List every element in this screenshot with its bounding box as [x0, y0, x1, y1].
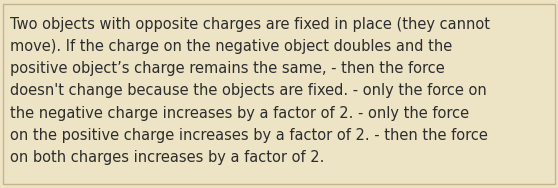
Text: positive object’s charge remains the same, - then the force: positive object’s charge remains the sam… — [10, 61, 445, 76]
Text: move). If the charge on the negative object doubles and the: move). If the charge on the negative obj… — [10, 39, 453, 54]
Text: doesn't change because the objects are fixed. - only the force on: doesn't change because the objects are f… — [10, 83, 487, 99]
FancyBboxPatch shape — [3, 4, 555, 184]
Text: the negative charge increases by a factor of 2. - only the force: the negative charge increases by a facto… — [10, 106, 469, 121]
Text: on both charges increases by a factor of 2.: on both charges increases by a factor of… — [10, 150, 324, 165]
Text: on the positive charge increases by a factor of 2. - then the force: on the positive charge increases by a fa… — [10, 128, 488, 143]
Text: Two objects with opposite charges are fixed in place (they cannot: Two objects with opposite charges are fi… — [10, 17, 490, 32]
